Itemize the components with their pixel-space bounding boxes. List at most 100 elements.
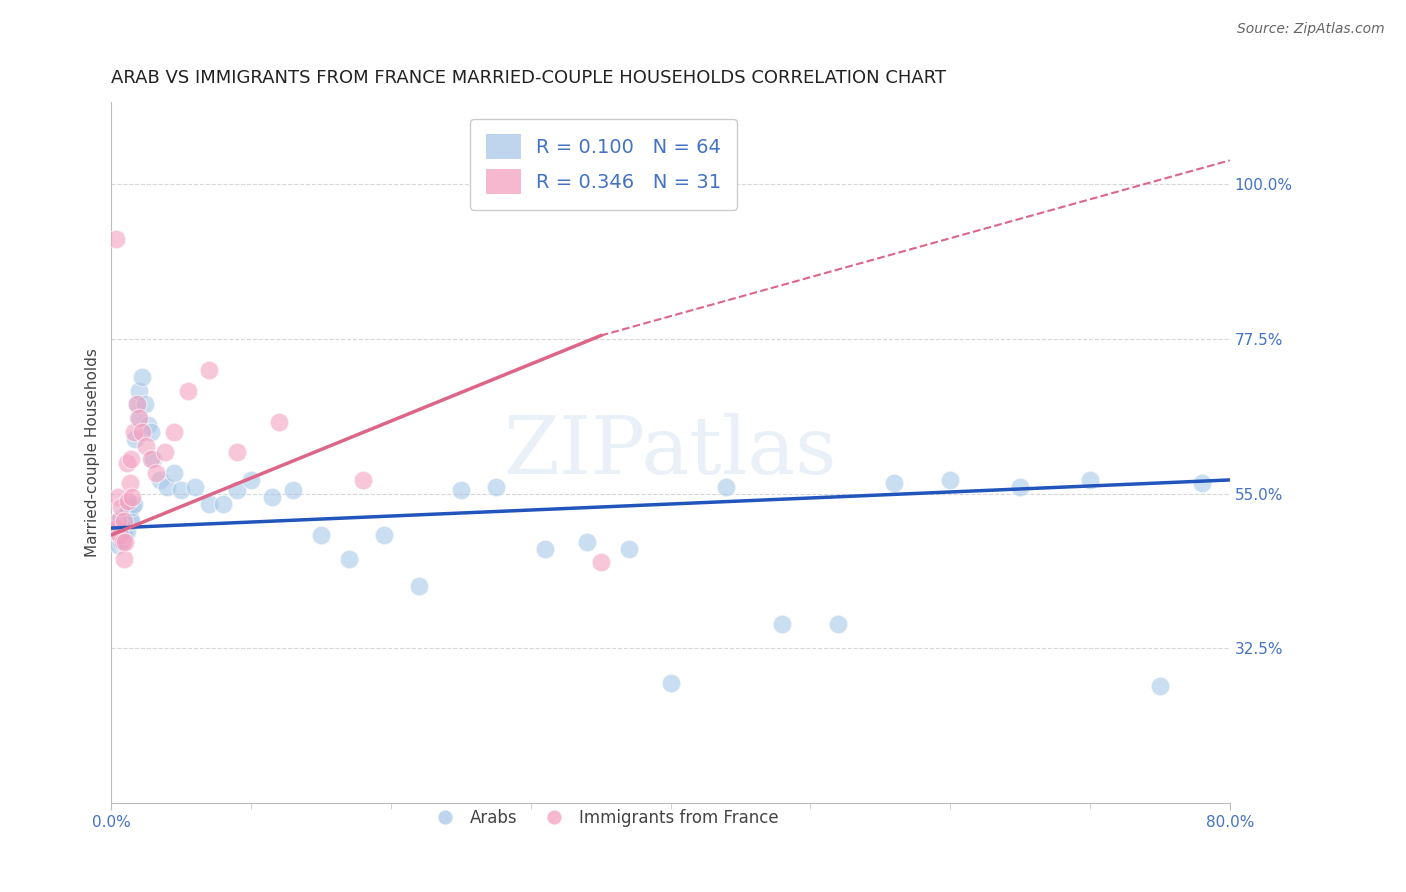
Point [373, 528, 395, 542]
Point [110, 534, 132, 549]
Point [103, 524, 125, 539]
Point [827, 617, 849, 632]
Point [112, 552, 135, 566]
Point [112, 514, 135, 528]
Point [105, 517, 128, 532]
Point [485, 480, 508, 494]
Point [145, 466, 167, 480]
Point [117, 493, 139, 508]
Point [226, 445, 249, 459]
Point [408, 579, 430, 593]
Text: Source: ZipAtlas.com: Source: ZipAtlas.com [1237, 22, 1385, 37]
Point [1008, 480, 1031, 494]
Point [617, 541, 640, 556]
Point [153, 445, 176, 459]
Point [120, 514, 142, 528]
Point [131, 369, 153, 384]
Point [240, 473, 263, 487]
Point [115, 456, 138, 470]
Point [533, 541, 555, 556]
Point [127, 411, 149, 425]
Point [659, 675, 682, 690]
Point [131, 425, 153, 439]
Point [105, 521, 128, 535]
Point [142, 452, 165, 467]
Point [883, 476, 905, 491]
Point [121, 490, 143, 504]
Point [107, 514, 129, 528]
Point [101, 524, 124, 539]
Point [589, 556, 612, 570]
Point [114, 510, 136, 524]
Point [269, 415, 291, 429]
Point [337, 552, 360, 566]
Point [128, 384, 150, 398]
Point [111, 524, 134, 539]
Point [163, 466, 186, 480]
Point [104, 532, 127, 546]
Point [184, 480, 207, 494]
Point [124, 432, 146, 446]
Point [107, 538, 129, 552]
Point [104, 232, 127, 246]
Point [107, 490, 129, 504]
Point [108, 514, 131, 528]
Point [115, 508, 138, 522]
Point [114, 534, 136, 549]
Point [107, 521, 129, 535]
Point [128, 411, 150, 425]
Point [110, 500, 132, 515]
Point [125, 397, 148, 411]
Point [156, 480, 179, 494]
Point [108, 528, 131, 542]
Point [136, 417, 159, 432]
Point [111, 517, 134, 532]
Legend: Arabs, Immigrants from France: Arabs, Immigrants from France [422, 802, 786, 833]
Point [450, 483, 472, 498]
Point [103, 528, 125, 542]
Point [122, 425, 145, 439]
Point [134, 397, 156, 411]
Point [212, 497, 235, 511]
Text: ZIPatlas: ZIPatlas [503, 414, 838, 491]
Point [108, 528, 131, 542]
Point [135, 439, 157, 453]
Point [120, 452, 142, 467]
Text: ARAB VS IMMIGRANTS FROM FRANCE MARRIED-COUPLE HOUSEHOLDS CORRELATION CHART: ARAB VS IMMIGRANTS FROM FRANCE MARRIED-C… [111, 69, 946, 87]
Point [118, 510, 141, 524]
Point [163, 425, 186, 439]
Point [198, 363, 221, 377]
Point [281, 483, 304, 498]
Point [125, 397, 148, 411]
Point [149, 473, 172, 487]
Y-axis label: Married-couple Households: Married-couple Households [86, 348, 100, 557]
Point [716, 480, 738, 494]
Point [198, 497, 221, 511]
Point [770, 617, 793, 632]
Point [105, 534, 128, 549]
Point [139, 452, 162, 467]
Point [139, 425, 162, 439]
Point [309, 528, 332, 542]
Point [575, 534, 598, 549]
Point [226, 483, 249, 498]
Point [939, 473, 962, 487]
Point [262, 490, 284, 504]
Point [115, 524, 138, 539]
Point [112, 528, 135, 542]
Point [1078, 473, 1101, 487]
Point [112, 514, 135, 528]
Point [1191, 476, 1213, 491]
Point [117, 504, 139, 518]
Point [118, 476, 141, 491]
Point [122, 497, 145, 511]
Point [111, 534, 134, 549]
Point [104, 521, 127, 535]
Point [110, 510, 132, 524]
Point [177, 384, 200, 398]
Point [352, 473, 374, 487]
Point [121, 500, 143, 515]
Point [114, 521, 136, 535]
Point [1149, 679, 1171, 693]
Point [170, 483, 193, 498]
